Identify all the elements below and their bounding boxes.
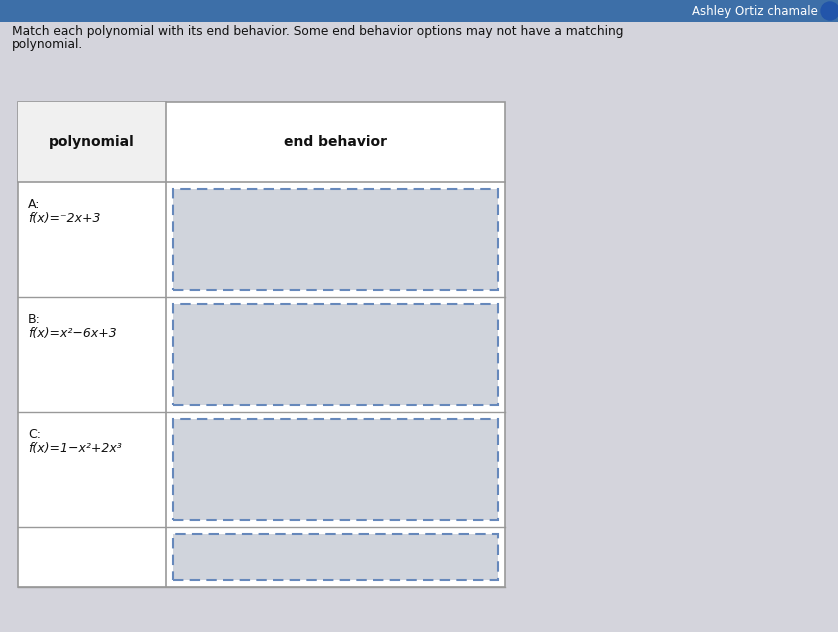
Bar — [173, 189, 498, 290]
Bar — [173, 304, 498, 405]
Bar — [173, 419, 498, 520]
Bar — [18, 102, 166, 182]
Bar — [173, 189, 498, 290]
Text: A:: A: — [28, 198, 40, 211]
Text: Ashley Ortiz chamale: Ashley Ortiz chamale — [692, 4, 818, 18]
Bar — [18, 102, 505, 587]
Text: f(x)=x²−6x+3: f(x)=x²−6x+3 — [28, 327, 116, 340]
Text: Match each polynomial with its end behavior. Some end behavior options may not h: Match each polynomial with its end behav… — [12, 25, 623, 38]
Text: C:: C: — [28, 428, 41, 441]
Text: f(x)=1−x²+2x³: f(x)=1−x²+2x³ — [28, 442, 122, 455]
Bar — [173, 534, 498, 580]
Text: polynomial.: polynomial. — [12, 38, 83, 51]
Bar — [173, 534, 498, 580]
Text: end behavior: end behavior — [284, 135, 387, 149]
Bar — [173, 419, 498, 520]
Text: f(x)=⁻2x+3: f(x)=⁻2x+3 — [28, 212, 101, 225]
Text: B:: B: — [28, 313, 41, 326]
Bar — [0, 0, 838, 22]
Bar — [173, 304, 498, 405]
Circle shape — [821, 2, 838, 20]
Text: polynomial: polynomial — [49, 135, 135, 149]
